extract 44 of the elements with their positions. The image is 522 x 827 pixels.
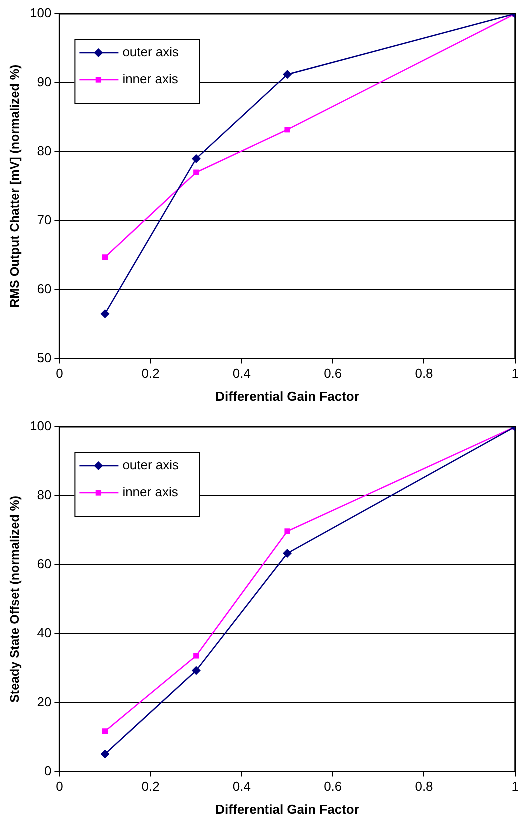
x-tick-label: 0.8 xyxy=(415,779,434,794)
y-tick-label: 90 xyxy=(37,74,52,90)
point xyxy=(283,549,292,558)
x-axis-title: Differential Gain Factor xyxy=(216,802,360,817)
legend-label: outer axis xyxy=(122,44,180,60)
x-tick-label: 0.6 xyxy=(324,779,342,794)
x-tick-label: 0.4 xyxy=(232,779,252,794)
y-tick-label: 60 xyxy=(37,281,52,296)
point xyxy=(192,154,201,164)
legend-label: inner axis xyxy=(122,72,179,87)
y-tick-label: 40 xyxy=(37,625,52,640)
y-tick-label: 100 xyxy=(30,6,52,21)
y-tick-label: 70 xyxy=(37,212,52,228)
y-tick-label: 60 xyxy=(37,556,52,572)
x-tick-label: 0.2 xyxy=(142,779,160,794)
legend-label: inner axis xyxy=(122,484,179,500)
y-tick-label: 80 xyxy=(37,488,52,503)
y-tick-label: 0 xyxy=(44,763,52,778)
point xyxy=(102,728,108,734)
x-tick-label: 0.8 xyxy=(415,366,434,382)
x-tick-label: 1 xyxy=(512,366,519,382)
x-tick-label: 0.4 xyxy=(232,366,252,382)
y-tick-label: 20 xyxy=(37,694,52,710)
point xyxy=(283,70,292,80)
point xyxy=(100,750,110,759)
x-tick-label: 0 xyxy=(56,366,64,382)
y-tick-label: 50 xyxy=(37,350,52,366)
point xyxy=(284,528,290,534)
point xyxy=(284,127,290,133)
x-tick-label: 0 xyxy=(56,779,64,794)
point xyxy=(102,254,108,260)
point xyxy=(194,653,200,659)
y-tick-label: 80 xyxy=(37,144,52,158)
x-axis-title: Differential Gain Factor xyxy=(216,388,360,404)
x-tick-label: 1 xyxy=(512,779,519,794)
point xyxy=(100,309,110,318)
y-axis-title: Steady State Offset (normalized %) xyxy=(8,496,22,703)
point xyxy=(194,170,200,176)
point xyxy=(192,666,201,676)
y-axis-title: RMS Output Chatter [mV] (normalized %) xyxy=(8,64,22,308)
x-tick-label: 0.2 xyxy=(142,366,160,382)
legend-label: outer axis xyxy=(122,458,180,473)
y-tick-label: 100 xyxy=(30,418,52,434)
x-tick-label: 0.6 xyxy=(324,366,342,382)
